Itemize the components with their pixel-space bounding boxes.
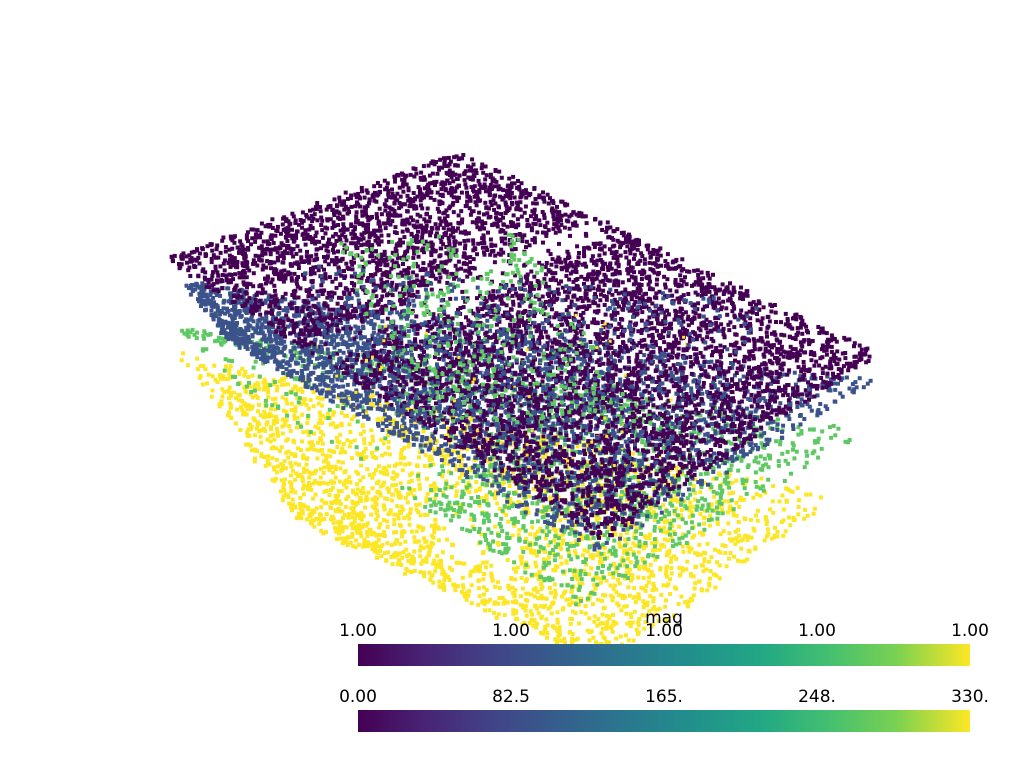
point-layer xyxy=(302,264,759,465)
tick-label: 1.00 xyxy=(339,621,377,641)
tick-label: 1.00 xyxy=(951,621,989,641)
scalar-bar-title: mag xyxy=(645,608,683,628)
scalar-bar-mag: mag 1.00 1.00 1.00 1.00 1.00 xyxy=(339,609,989,666)
scalar-bar-ticks: 0.00 82.5 165. 248. 330. xyxy=(339,686,989,708)
tick-label: 165. xyxy=(645,687,683,707)
scalar-bar-range: 0.00 82.5 165. 248. 330. xyxy=(339,686,989,732)
tick-label: 1.00 xyxy=(798,621,836,641)
tick-label: 1.00 xyxy=(492,621,530,641)
colormap-gradient xyxy=(358,710,970,732)
tick-label: 0.00 xyxy=(339,687,377,707)
colormap-gradient xyxy=(358,644,970,666)
scalar-bar-ticks: 1.00 1.00 1.00 1.00 1.00 xyxy=(339,620,989,642)
tick-label: 1.00 xyxy=(645,621,683,641)
tick-label: 248. xyxy=(798,687,836,707)
tick-label: 330. xyxy=(951,687,989,707)
point-layer xyxy=(169,153,872,540)
tick-label: 82.5 xyxy=(492,687,530,707)
